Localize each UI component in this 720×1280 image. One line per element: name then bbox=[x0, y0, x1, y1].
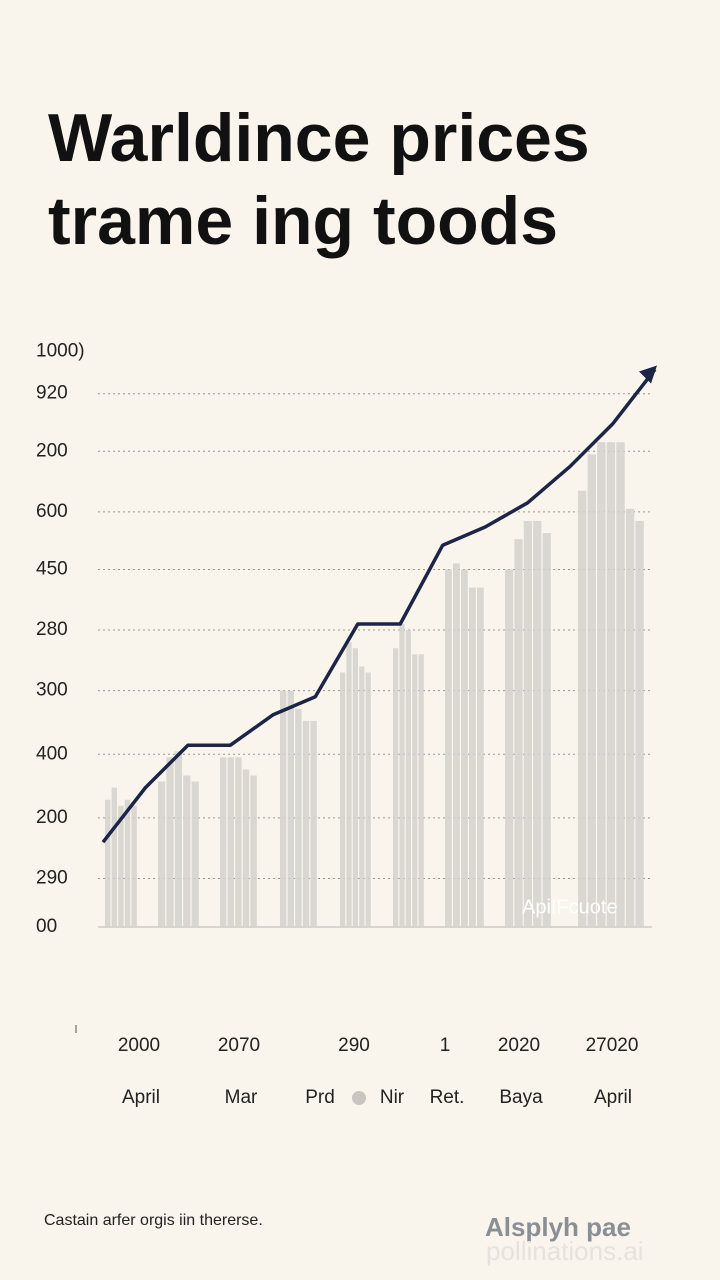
y-tick-label: 300 bbox=[36, 680, 68, 701]
x-label: Baya bbox=[499, 1087, 543, 1108]
bar bbox=[469, 587, 476, 927]
x-label: Nir bbox=[380, 1087, 405, 1108]
bar bbox=[352, 648, 358, 927]
x-label: 27020 bbox=[586, 1035, 639, 1056]
y-tick-label: 450 bbox=[36, 558, 68, 579]
y-tick-label: 600 bbox=[36, 501, 68, 522]
brand-sub: pollinations.ai bbox=[486, 1236, 644, 1266]
trend-line bbox=[101, 368, 657, 844]
bar bbox=[295, 708, 302, 927]
bar bbox=[310, 720, 317, 927]
x-label: 2020 bbox=[498, 1035, 540, 1056]
bar bbox=[235, 757, 242, 927]
bar bbox=[587, 454, 596, 927]
bar bbox=[359, 666, 365, 927]
bar bbox=[365, 672, 371, 927]
bar bbox=[514, 539, 523, 927]
legend-dot bbox=[352, 1091, 366, 1105]
y-tick-label: 280 bbox=[36, 619, 68, 640]
bar bbox=[250, 775, 257, 927]
bar bbox=[635, 520, 644, 927]
y-tick-label: 290 bbox=[36, 868, 68, 889]
bar bbox=[542, 533, 551, 927]
x-label: Prd bbox=[305, 1087, 335, 1108]
bar bbox=[418, 654, 424, 927]
y-tick-label: 00 bbox=[36, 916, 57, 937]
x-label: Mar bbox=[225, 1087, 258, 1108]
bar bbox=[461, 569, 468, 927]
bar bbox=[399, 624, 405, 927]
bar bbox=[183, 775, 191, 927]
brand: Alsplyh pae bbox=[485, 1212, 631, 1242]
bar bbox=[242, 769, 250, 927]
footer: Castain arfer orgis iin thererse. bbox=[44, 1212, 263, 1229]
bar bbox=[445, 569, 452, 927]
bar bbox=[105, 799, 111, 927]
arrow-head bbox=[639, 365, 657, 384]
x-label: April bbox=[594, 1087, 632, 1108]
bar bbox=[158, 781, 166, 927]
bar bbox=[578, 490, 587, 927]
bar bbox=[280, 690, 287, 927]
bar bbox=[302, 720, 310, 927]
bar bbox=[174, 751, 182, 927]
bar bbox=[523, 520, 532, 927]
bar bbox=[220, 757, 227, 927]
bar bbox=[227, 757, 234, 927]
title-line: trame ing toods bbox=[48, 183, 558, 259]
bar bbox=[625, 508, 635, 927]
bar bbox=[597, 442, 606, 927]
bar bbox=[405, 630, 411, 927]
bar bbox=[477, 587, 484, 927]
x-label: 290 bbox=[338, 1035, 370, 1056]
y-tick-label: 200 bbox=[36, 807, 68, 828]
x-label: 2070 bbox=[218, 1035, 260, 1056]
x-label: 1 bbox=[440, 1035, 451, 1056]
bar bbox=[118, 805, 124, 927]
x-label: April bbox=[122, 1087, 160, 1108]
bar bbox=[340, 672, 346, 927]
bar bbox=[533, 520, 542, 927]
bar bbox=[393, 648, 399, 927]
y-tick-label: 920 bbox=[36, 383, 68, 404]
bar bbox=[191, 781, 199, 927]
x-label: Ret. bbox=[430, 1087, 465, 1108]
bar bbox=[131, 805, 137, 927]
bar bbox=[166, 757, 174, 927]
y-tick-label: 1000) bbox=[36, 340, 85, 361]
watermark: ApiIFcuote bbox=[522, 896, 618, 918]
bar bbox=[287, 690, 294, 927]
bar bbox=[616, 442, 625, 927]
y-tick-label: 200 bbox=[36, 440, 68, 461]
bar bbox=[124, 799, 131, 927]
bar bbox=[606, 442, 616, 927]
title-line: Warldince prices bbox=[48, 100, 590, 176]
bar bbox=[505, 569, 514, 927]
bar bbox=[453, 563, 460, 927]
bar bbox=[111, 787, 117, 927]
x-label: 2000 bbox=[118, 1035, 160, 1056]
bar bbox=[346, 642, 352, 927]
bar bbox=[412, 654, 418, 927]
y-tick-label: 400 bbox=[36, 743, 68, 764]
